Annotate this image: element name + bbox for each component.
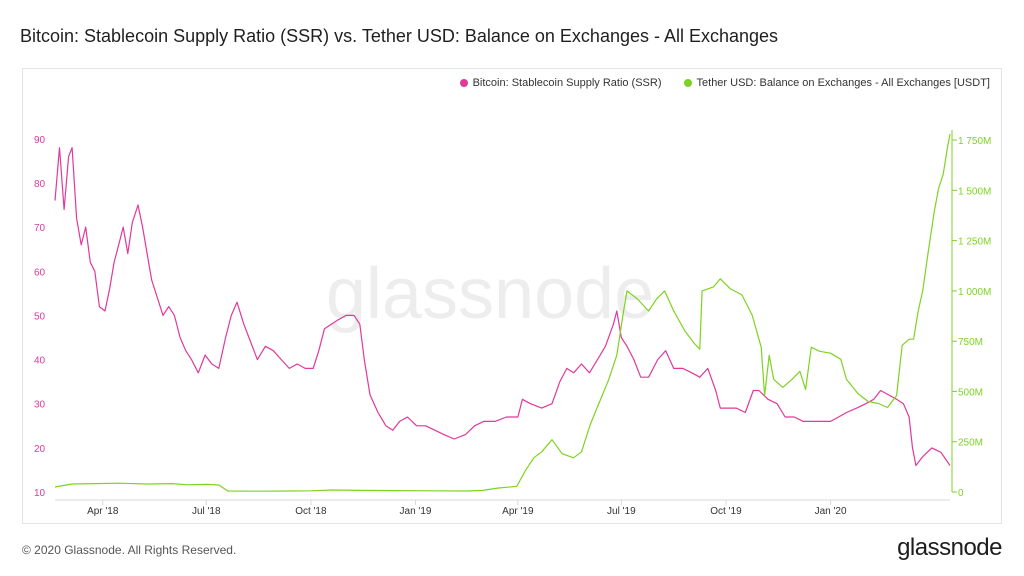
x-tick-label: Jul '19 [607, 506, 636, 517]
glassnode-logo: glassnode [897, 534, 1002, 561]
y-right-tick-label: 1 500M [958, 186, 991, 197]
chart-panel [22, 68, 1002, 524]
x-tick-label: Oct '19 [710, 506, 742, 517]
y-left-tick-label: 70 [34, 223, 46, 234]
x-tick-label: Apr '18 [87, 506, 119, 517]
legend-dot-usdt [683, 79, 692, 87]
y-right-tick-label: 0 [958, 488, 964, 499]
usdt-series-line [54, 133, 951, 492]
chart-title: Bitcoin: Stablecoin Supply Ratio (SSR) v… [20, 26, 779, 46]
x-tick-label: Jul '18 [192, 506, 221, 517]
y-right-tick-label: 500M [958, 387, 983, 398]
x-tick-label: Oct '18 [295, 506, 327, 517]
legend-label-ssr: Bitcoin: Stablecoin Supply Ratio (SSR) [472, 77, 662, 89]
x-tick-label: Apr '19 [502, 506, 534, 517]
x-tick-label: Jan '19 [400, 506, 432, 517]
y-right-tick-label: 750M [958, 337, 983, 348]
legend-item-usdt[interactable]: Tether USD: Balance on Exchanges - All E… [683, 77, 990, 89]
y-left-tick-label: 10 [34, 488, 46, 499]
y-right-tick-label: 1 000M [958, 287, 991, 298]
y-right-tick-label: 1 750M [958, 136, 991, 147]
x-tick-label: Jan '20 [815, 506, 847, 517]
legend-item-ssr[interactable]: Bitcoin: Stablecoin Supply Ratio (SSR) [459, 77, 662, 89]
y-left-tick-label: 80 [34, 179, 46, 190]
legend-dot-ssr [459, 79, 468, 87]
y-left-tick-label: 60 [34, 267, 46, 278]
chart-legend: Bitcoin: Stablecoin Supply Ratio (SSR) T… [459, 77, 990, 89]
y-left-tick-label: 30 [34, 400, 46, 411]
copyright-text: © 2020 Glassnode. All Rights Reserved. [22, 543, 237, 557]
legend-label-usdt: Tether USD: Balance on Exchanges - All E… [696, 77, 990, 89]
watermark-text: glassnode [326, 254, 654, 334]
y-left-tick-label: 90 [34, 135, 46, 146]
ssr-series-line [54, 147, 951, 467]
y-left-tick-label: 20 [34, 444, 46, 455]
y-right-tick-label: 1 250M [958, 237, 991, 248]
y-left-tick-label: 40 [34, 356, 46, 367]
y-right-tick-label: 250M [958, 438, 983, 449]
y-left-tick-label: 50 [34, 311, 46, 322]
